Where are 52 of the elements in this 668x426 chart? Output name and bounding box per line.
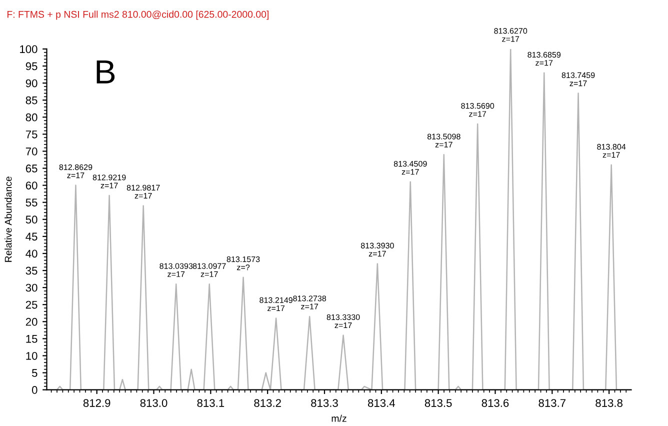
annotation: 813.7459 z=17 [562, 72, 595, 86]
annotation: 813.1573 z=? [226, 256, 260, 270]
y-tick-label: 90 [26, 79, 38, 88]
y-tick-label: 15 [26, 335, 38, 343]
y-tick-label: 60 [26, 182, 38, 190]
annotation: 812.9219 z=17 [92, 174, 126, 188]
y-tick-label: 30 [26, 284, 38, 292]
y-tick-label: 25 [26, 300, 38, 309]
y-tick-label: 70 [26, 147, 38, 156]
x-tick-label: 813.4 [368, 399, 395, 407]
annotation: 813.4509 z=17 [394, 160, 427, 175]
annotation: 813.5690 z=17 [461, 103, 494, 117]
y-tick-label: 45 [26, 232, 38, 241]
y-tick-label: 5 [32, 369, 38, 377]
y-tick-label: 100 [20, 45, 38, 54]
x-tick-label: 813.8 [596, 399, 622, 407]
x-tick-label: 813.2 [254, 399, 281, 407]
y-tick-label: 95 [26, 62, 38, 70]
y-tick-label: 55 [26, 198, 38, 206]
x-tick-label: 813.1 [197, 399, 224, 407]
annotation: 813.0977 z=17 [192, 263, 226, 277]
annotation: 813.0393 z=17 [160, 263, 193, 277]
y-tick-label: 75 [26, 130, 38, 138]
y-axis-title: Relative Abundance [4, 176, 12, 262]
x-tick-label: 813.7 [538, 399, 566, 407]
x-tick-label: 813.3 [311, 399, 338, 407]
annotation: 813.3930 z=17 [360, 242, 394, 256]
x-axis-title: m/z [332, 414, 346, 422]
y-tick-label: 0 [32, 386, 38, 394]
annotation: 813.5098 z=17 [427, 134, 460, 148]
chart-title: F: FTMS + p NSI Full ms2 810.00@cid0.00 [625.00-2000.00] [7, 10, 268, 20]
x-tick-label: 813.6 [482, 399, 509, 407]
x-tick-label: 813.0 [140, 399, 168, 407]
y-tick-label: 50 [26, 216, 38, 224]
annotation: 813.6859 z=17 [528, 52, 561, 66]
annotation: 812.8629 z=17 [59, 164, 92, 178]
y-tick-label: 85 [26, 96, 38, 104]
y-tick-label: 20 [26, 318, 38, 326]
y-tick-label: 35 [26, 266, 38, 275]
annotation: 813.2738 z=17 [293, 296, 326, 310]
y-tick-label: 10 [26, 352, 38, 360]
x-tick-label: 813.5 [424, 399, 452, 407]
annotation: 813.804 z=17 [597, 144, 626, 158]
y-tick-label: 65 [26, 164, 38, 172]
annotation: 813.3330 z=17 [326, 314, 360, 328]
x-tick-label: 812.9 [83, 399, 110, 407]
annotation: 813.6270 z=17 [494, 28, 528, 42]
annotation: 813.2149 z=17 [260, 297, 292, 311]
annotation: B [96, 60, 115, 84]
y-tick-label: 40 [26, 250, 38, 258]
annotation: 812.9817 z=17 [126, 184, 160, 199]
y-tick-label: 80 [26, 113, 38, 122]
